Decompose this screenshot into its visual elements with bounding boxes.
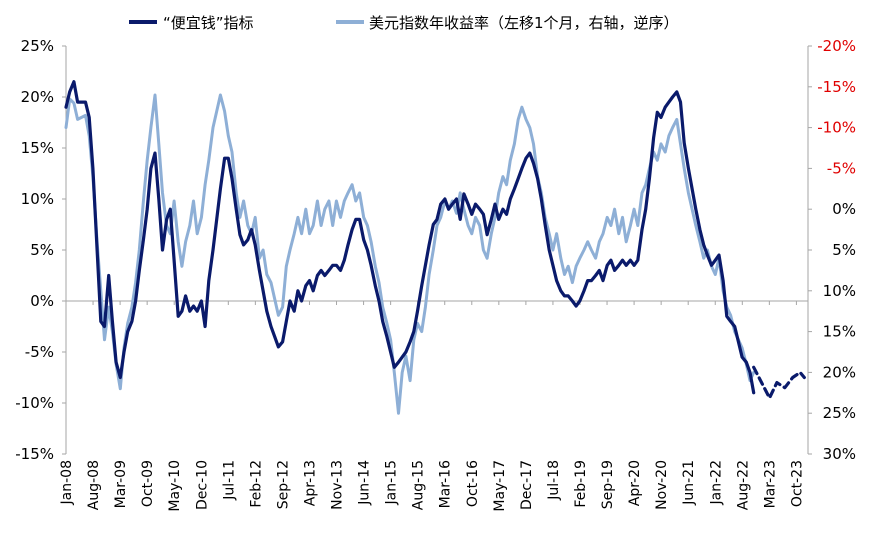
x-tick-label: May-17 [492,460,508,512]
legend-label-cheap-money: “便宜钱”指标 [163,14,254,32]
x-tick-label: Aug-22 [735,460,751,510]
left-tick-label: 0% [30,292,54,310]
right-tick-label: -20% [817,37,856,55]
left-tick-label: -5% [25,343,54,361]
legend: “便宜钱”指标 美元指数年收益率（左移1个月，右轴，逆序） [129,14,679,32]
right-axis: -20% -15% -10% -5% 0% 5% 10% 15% 20% 25% 30% [808,37,856,463]
x-tick-label: Mar-23 [762,460,778,508]
x-tick-label: Jul-18 [546,460,562,501]
x-tick-label: May-10 [167,460,183,512]
x-tick-label: Dec-10 [194,460,210,510]
x-axis: Jan-08 Aug-08 Mar-09 Oct-09 May-10 Dec-10 Jul-… [59,460,805,512]
plot-area [64,46,809,454]
series-line-dxy [64,93,756,415]
right-tick-label: 30% [823,445,856,463]
legend-label-dxy: 美元指数年收益率（左移1个月，右轴，逆序） [369,14,679,32]
x-tick-label: Sep-19 [600,460,616,509]
x-tick-label: Jun-14 [357,460,373,506]
x-tick-label: Jan-15 [384,460,400,505]
right-tick-label: -10% [817,119,856,137]
x-tick-label: Oct-16 [465,460,481,507]
x-tick-label: Mar-16 [438,460,454,508]
right-tick-label: 15% [823,323,856,341]
x-tick-label: Jul-11 [221,460,237,501]
series-line-cheap-money [64,80,756,395]
left-tick-label: 25% [21,37,54,55]
left-tick-label: -10% [15,394,54,412]
x-tick-label: Oct-23 [789,460,805,507]
x-tick-label: Feb-12 [248,460,264,508]
x-tick-label: Aug-08 [86,460,102,510]
right-tick-label: 10% [823,282,856,300]
right-tick-label: 20% [823,363,856,381]
x-tick-label: Nov-13 [330,460,346,510]
left-tick-label: -15% [15,445,54,463]
x-tick-label: Apr-13 [302,460,318,506]
left-tick-label: 5% [30,241,54,259]
x-tick-label: Jun-21 [681,460,697,506]
right-tick-label: 25% [823,404,856,422]
right-tick-label: -5% [827,159,856,177]
x-tick-label: Mar-09 [113,460,129,508]
x-tick-label: Feb-19 [573,460,589,508]
x-tick-label: Jan-22 [708,460,724,505]
x-tick-label: Aug-15 [411,460,427,510]
x-tick-label: Dec-17 [519,460,535,510]
left-tick-label: 15% [21,139,54,157]
x-tick-label: Oct-09 [140,460,156,507]
x-tick-label: Jan-08 [59,460,75,505]
x-tick-label: Apr-20 [627,460,643,506]
x-tick-label: Sep-12 [275,460,291,509]
right-tick-label: 5% [832,241,856,259]
x-tick-label: Nov-20 [654,460,670,510]
series-layer [64,80,806,415]
series-line-cheap-money-forecast [752,365,806,400]
right-tick-label: 0% [832,200,856,218]
left-tick-label: 10% [21,190,54,208]
right-tick-label: -15% [817,78,856,96]
left-axis: 25% 20% 15% 10% 5% 0% -5% -10% -15% [15,37,66,463]
left-tick-label: 20% [21,88,54,106]
